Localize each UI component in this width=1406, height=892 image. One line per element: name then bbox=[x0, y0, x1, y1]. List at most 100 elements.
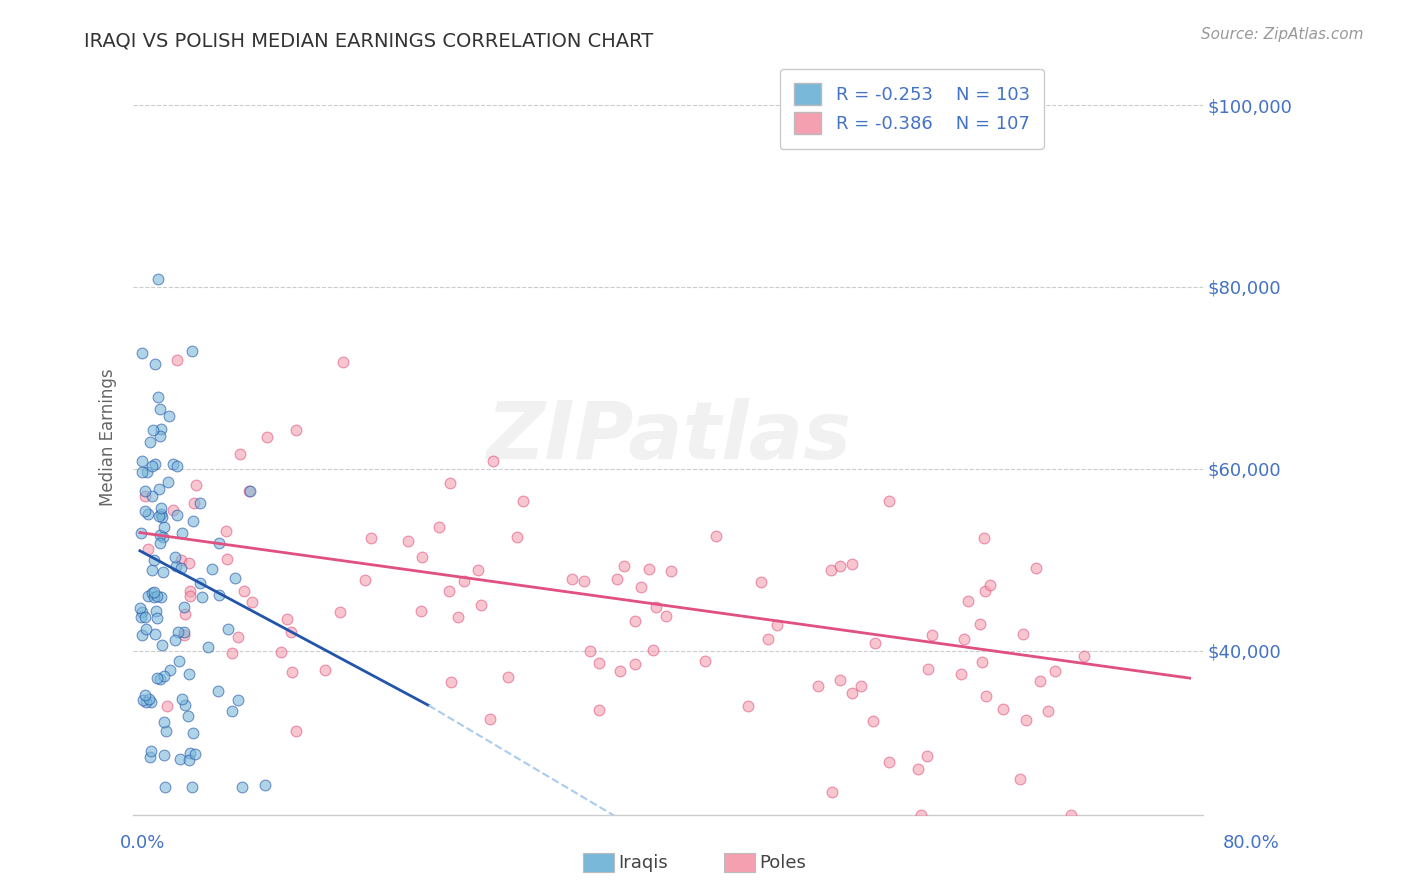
Point bbox=[411, 550, 433, 565]
Point bbox=[439, 476, 461, 491]
Point bbox=[166, 352, 188, 367]
Point bbox=[231, 780, 253, 795]
Point bbox=[329, 606, 352, 620]
Point bbox=[173, 628, 195, 642]
Point bbox=[159, 663, 181, 677]
Point bbox=[136, 507, 159, 521]
Point bbox=[181, 343, 204, 358]
Point bbox=[240, 595, 263, 609]
Point bbox=[129, 600, 152, 615]
Point bbox=[174, 607, 197, 621]
Point bbox=[150, 638, 173, 652]
Point bbox=[155, 780, 177, 795]
Point bbox=[863, 636, 886, 650]
Point bbox=[181, 514, 204, 528]
Point bbox=[609, 664, 631, 678]
Point bbox=[131, 606, 153, 620]
Point bbox=[1015, 713, 1038, 727]
Y-axis label: Median Earnings: Median Earnings bbox=[100, 368, 117, 506]
Point bbox=[134, 689, 156, 703]
Point bbox=[828, 673, 851, 687]
Text: Source: ZipAtlas.com: Source: ZipAtlas.com bbox=[1201, 27, 1364, 42]
Point bbox=[146, 611, 169, 625]
Point bbox=[623, 614, 645, 628]
Text: 0.0%: 0.0% bbox=[120, 834, 165, 852]
Point bbox=[280, 624, 302, 639]
Point bbox=[270, 645, 292, 659]
Point bbox=[1012, 626, 1035, 640]
Point bbox=[915, 748, 938, 763]
Text: Poles: Poles bbox=[759, 854, 806, 871]
Point bbox=[217, 552, 239, 566]
Point bbox=[226, 630, 249, 644]
Point bbox=[972, 656, 994, 670]
Point bbox=[142, 423, 165, 437]
Point bbox=[862, 714, 884, 728]
Point bbox=[1043, 664, 1066, 678]
Point bbox=[512, 494, 534, 508]
Point bbox=[207, 535, 229, 549]
Point bbox=[360, 531, 382, 545]
Point bbox=[155, 723, 177, 738]
Point bbox=[877, 755, 900, 769]
Point bbox=[179, 584, 201, 599]
Point bbox=[952, 632, 974, 646]
Point bbox=[950, 667, 973, 681]
Point bbox=[174, 698, 197, 712]
Point bbox=[170, 526, 193, 541]
Point bbox=[221, 704, 243, 718]
Point bbox=[146, 671, 169, 685]
Point bbox=[229, 447, 252, 461]
Text: IRAQI VS POLISH MEDIAN EARNINGS CORRELATION CHART: IRAQI VS POLISH MEDIAN EARNINGS CORRELAT… bbox=[84, 31, 654, 50]
Point bbox=[239, 483, 262, 498]
Point bbox=[169, 751, 191, 765]
Point bbox=[1038, 705, 1060, 719]
Point bbox=[1073, 649, 1095, 664]
Point bbox=[134, 504, 156, 518]
Point bbox=[173, 599, 195, 614]
Point bbox=[170, 553, 193, 567]
Point bbox=[821, 785, 844, 799]
Point bbox=[238, 484, 260, 499]
Point bbox=[645, 600, 668, 615]
Point bbox=[131, 465, 153, 479]
Point bbox=[221, 646, 243, 660]
Point bbox=[143, 457, 166, 471]
Point bbox=[588, 656, 610, 670]
Point bbox=[143, 585, 166, 599]
Point bbox=[141, 489, 163, 503]
Point bbox=[141, 459, 163, 474]
Point bbox=[131, 454, 153, 468]
Point bbox=[129, 610, 152, 624]
Point bbox=[179, 589, 201, 603]
Point bbox=[146, 589, 169, 603]
Point bbox=[183, 496, 205, 510]
Point bbox=[173, 624, 195, 639]
Point bbox=[973, 531, 995, 545]
Point bbox=[807, 679, 830, 693]
Point bbox=[630, 580, 652, 594]
Point bbox=[167, 654, 190, 668]
Point bbox=[138, 692, 160, 706]
Point bbox=[149, 402, 172, 417]
Point bbox=[152, 565, 174, 579]
Point bbox=[447, 609, 470, 624]
Point bbox=[606, 573, 628, 587]
Point bbox=[166, 625, 188, 640]
Point bbox=[470, 599, 492, 613]
Point bbox=[226, 692, 249, 706]
Point bbox=[177, 709, 200, 723]
Point bbox=[155, 699, 177, 714]
Point bbox=[148, 508, 170, 523]
Point bbox=[177, 753, 200, 767]
Point bbox=[207, 684, 229, 698]
Point bbox=[149, 535, 172, 549]
Point bbox=[186, 478, 208, 492]
Point bbox=[165, 559, 187, 574]
Point bbox=[162, 457, 184, 471]
Point bbox=[141, 586, 163, 600]
Point bbox=[969, 616, 991, 631]
Point bbox=[184, 747, 207, 761]
Point bbox=[139, 743, 162, 757]
Point bbox=[131, 628, 153, 642]
